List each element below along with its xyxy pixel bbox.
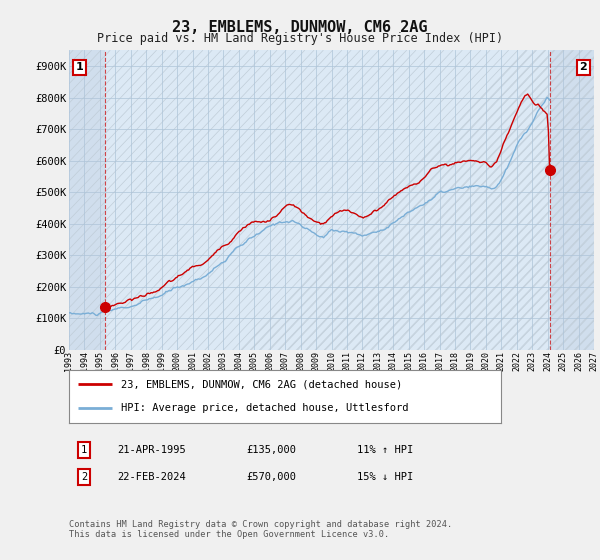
- Text: 22-FEB-2024: 22-FEB-2024: [117, 472, 186, 482]
- Text: 2: 2: [580, 62, 587, 72]
- Text: 15% ↓ HPI: 15% ↓ HPI: [357, 472, 413, 482]
- Text: 2: 2: [81, 472, 87, 482]
- Text: HPI: Average price, detached house, Uttlesford: HPI: Average price, detached house, Uttl…: [121, 403, 409, 413]
- Text: £570,000: £570,000: [246, 472, 296, 482]
- Text: 1: 1: [81, 445, 87, 455]
- Text: 23, EMBLEMS, DUNMOW, CM6 2AG (detached house): 23, EMBLEMS, DUNMOW, CM6 2AG (detached h…: [121, 380, 402, 390]
- Bar: [550, 50, 594, 350]
- Bar: [69, 50, 104, 350]
- Text: £135,000: £135,000: [246, 445, 296, 455]
- Text: Contains HM Land Registry data © Crown copyright and database right 2024.
This d: Contains HM Land Registry data © Crown c…: [69, 520, 452, 539]
- Text: 1: 1: [76, 62, 83, 72]
- Text: Price paid vs. HM Land Registry's House Price Index (HPI): Price paid vs. HM Land Registry's House …: [97, 32, 503, 45]
- Text: 21-APR-1995: 21-APR-1995: [117, 445, 186, 455]
- Text: 23, EMBLEMS, DUNMOW, CM6 2AG: 23, EMBLEMS, DUNMOW, CM6 2AG: [172, 20, 428, 35]
- Text: 11% ↑ HPI: 11% ↑ HPI: [357, 445, 413, 455]
